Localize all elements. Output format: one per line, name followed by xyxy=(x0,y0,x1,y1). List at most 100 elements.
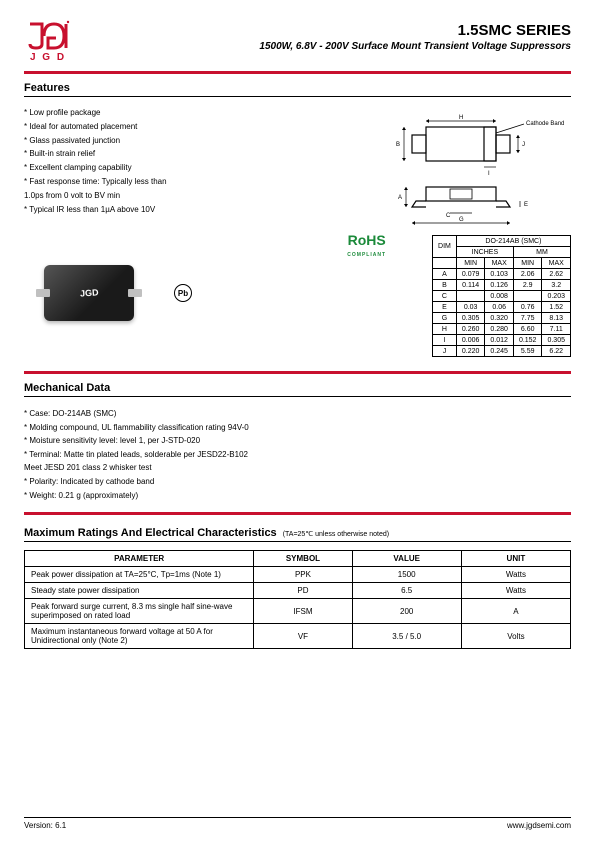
rohs-top: RoHS xyxy=(347,235,386,246)
dim-cell: 0.008 xyxy=(485,291,514,302)
chip-marking: JGD xyxy=(79,288,98,299)
package-diagram: Cathode Band H B J I A E xyxy=(371,103,571,229)
dim-cell: 2.06 xyxy=(513,269,542,280)
dim-cell: 7.75 xyxy=(513,313,542,324)
dim-cell: H xyxy=(433,324,457,335)
unit-cell: Volts xyxy=(461,624,570,649)
features-underline xyxy=(24,96,571,97)
dim-cell: 0.012 xyxy=(485,335,514,346)
dim-cell: J xyxy=(433,346,457,357)
dim-cell: 8.13 xyxy=(542,313,571,324)
dim-cell: 6.22 xyxy=(542,346,571,357)
dim-cell: 7.11 xyxy=(542,324,571,335)
feature-item: * Typical IR less than 1µA above 10V xyxy=(24,204,355,217)
mech-item: * Molding compound, UL flammability clas… xyxy=(24,421,571,435)
svg-text:H: H xyxy=(459,115,463,121)
page-title: 1.5SMC SERIES xyxy=(84,22,571,39)
electrical-table: PARAMETER SYMBOL VALUE UNIT Peak power d… xyxy=(24,550,571,649)
dim-cell: 0.220 xyxy=(456,346,485,357)
dim-cell: 0.305 xyxy=(542,335,571,346)
dim-cell: 0.079 xyxy=(456,269,485,280)
symbol-cell: VF xyxy=(254,624,352,649)
rohs-bottom: COMPLIANT xyxy=(347,252,386,258)
unit-cell: Watts xyxy=(461,583,570,599)
mech-item: * Polarity: Indicated by cathode band xyxy=(24,475,571,489)
svg-text:B: B xyxy=(396,142,400,148)
param-cell: Maximum instantaneous forward voltage at… xyxy=(25,624,254,649)
dim-cell: 0.320 xyxy=(485,313,514,324)
feature-item: * Glass passivated junction xyxy=(24,135,355,148)
dimensions-table: DIMDO-214AB (SMC) INCHESMM MINMAXMINMAX … xyxy=(432,235,571,357)
maxratings-underline xyxy=(24,541,571,542)
dim-cell: 0.260 xyxy=(456,324,485,335)
mech-item: * Weight: 0.21 g (approximately) xyxy=(24,489,571,503)
feature-item: * Ideal for automated placement xyxy=(24,121,355,134)
symbol-cell: PPK xyxy=(254,567,352,583)
symbol-cell: IFSM xyxy=(254,599,352,624)
feature-item: 1.0ps from 0 volt to BV min xyxy=(24,190,355,203)
col-value: VALUE xyxy=(352,551,461,567)
param-cell: Steady state power dissipation xyxy=(25,583,254,599)
maxratings-note: (TA=25℃ unless otherwise noted) xyxy=(283,530,389,538)
dim-cell: 0.305 xyxy=(456,313,485,324)
dim-cell: 0.103 xyxy=(485,269,514,280)
mech-item: * Moisture sensitivity level: level 1, p… xyxy=(24,434,571,448)
dim-cell: 0.245 xyxy=(485,346,514,357)
rohs-badge: RoHS COMPLIANT xyxy=(347,235,386,257)
dim-cell: 1.52 xyxy=(542,302,571,313)
page-subtitle: 1500W, 6.8V - 200V Surface Mount Transie… xyxy=(84,41,571,52)
dim-cell: 2.9 xyxy=(513,280,542,291)
dim-cell: C xyxy=(433,291,457,302)
dim-cell: I xyxy=(433,335,457,346)
cathode-label: Cathode Band xyxy=(526,121,564,127)
feature-item: * Excellent clamping capability xyxy=(24,162,355,175)
dim-cell: 0.03 xyxy=(456,302,485,313)
dim-cell: 0.114 xyxy=(456,280,485,291)
col-symbol: SYMBOL xyxy=(254,551,352,567)
dim-cell: 0.152 xyxy=(513,335,542,346)
svg-text:C: C xyxy=(446,213,451,219)
dim-cell: 0.76 xyxy=(513,302,542,313)
feature-item: * Low profile package xyxy=(24,107,355,120)
dim-cell: 6.60 xyxy=(513,324,542,335)
section-divider xyxy=(24,512,571,515)
param-cell: Peak power dissipation at TA=25°C, Tp=1m… xyxy=(25,567,254,583)
footer-url: www.jgdsemi.com xyxy=(507,821,571,830)
mechanical-heading: Mechanical Data xyxy=(24,382,571,394)
dim-cell: 3.2 xyxy=(542,280,571,291)
svg-text:A: A xyxy=(398,195,402,201)
logo-block: J G D xyxy=(24,18,72,63)
features-heading: Features xyxy=(24,82,571,94)
value-cell: 1500 xyxy=(352,567,461,583)
mech-item: * Case: DO-214AB (SMC) xyxy=(24,407,571,421)
param-cell: Peak forward surge current, 8.3 ms singl… xyxy=(25,599,254,624)
header-divider xyxy=(24,71,571,74)
features-list: * Low profile package * Ideal for automa… xyxy=(24,103,355,229)
mech-item: * Terminal: Matte tin plated leads, sold… xyxy=(24,448,571,462)
logo-text: J G D xyxy=(30,52,66,63)
dim-title: DO-214AB (SMC) xyxy=(456,236,570,247)
svg-text:I: I xyxy=(488,171,490,177)
dim-cell: A xyxy=(433,269,457,280)
symbol-cell: PD xyxy=(254,583,352,599)
dim-header: DIM xyxy=(433,236,457,258)
dim-cell: 0.006 xyxy=(456,335,485,346)
maxratings-heading: Maximum Ratings And Electrical Character… xyxy=(24,527,571,539)
mechanical-list: * Case: DO-214AB (SMC) * Molding compoun… xyxy=(24,403,571,502)
component-photo: JGD xyxy=(44,265,134,321)
jgd-logo-icon xyxy=(24,18,72,50)
svg-text:J: J xyxy=(522,142,525,148)
value-cell: 200 xyxy=(352,599,461,624)
dim-cell: 5.59 xyxy=(513,346,542,357)
value-cell: 6.5 xyxy=(352,583,461,599)
unit-cell: A xyxy=(461,599,570,624)
mech-item: Meet JESD 201 class 2 whisker test xyxy=(24,461,571,475)
dim-cell: 0.203 xyxy=(542,291,571,302)
dim-cell xyxy=(456,291,485,302)
col-parameter: PARAMETER xyxy=(25,551,254,567)
pb-free-icon: Pb xyxy=(174,284,192,302)
value-cell: 3.5 / 5.0 xyxy=(352,624,461,649)
feature-item: * Built-in strain relief xyxy=(24,148,355,161)
dim-cell: 2.62 xyxy=(542,269,571,280)
dim-cell: G xyxy=(433,313,457,324)
